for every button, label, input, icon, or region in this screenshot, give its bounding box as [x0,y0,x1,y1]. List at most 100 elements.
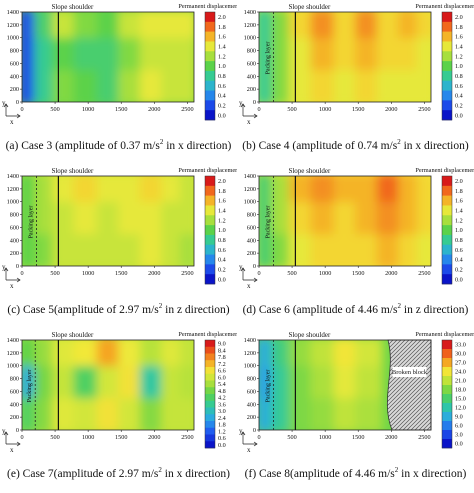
colorbar-swatch [205,387,215,395]
panel-b: Packing layer Slope shoulder 1400 1200 1000 8… [237,0,474,164]
colorbar-swatch [205,234,215,246]
colorbar-tick-label: 1.0 [455,227,463,234]
colorbar-tick-label: 1.4 [218,208,226,215]
caption-sup: 2 [158,466,162,474]
colorbar-swatch [442,244,452,255]
colorbar-tick-label: 4.8 [218,388,226,395]
colorbar-tick-label: 1.8 [455,24,463,31]
colorbar-swatch [205,100,215,111]
y-axis-arrow [3,267,9,280]
panel-d: Packing layer Slope shoulder 1400 1200 1000 8… [237,164,474,328]
colorbar-tick-label: 0.8 [218,73,226,80]
colorbar-swatch [205,414,215,422]
y-axis-arrow [240,103,246,116]
slope-shoulder-label: Slope shoulder [51,167,93,175]
colorbar-title: Permanent displacement/mm [178,3,237,10]
colorbar-tick-label: 1.6 [455,34,463,41]
colorbar-tick-label: 8.4 [218,347,226,354]
colorbar-tick-label: 7.8 [218,354,226,361]
y-axis-label: y [2,427,6,435]
x-tick-label: 1000 [319,434,331,441]
colorbar-tick-label: 1.0 [218,63,226,70]
colorbar-swatch [442,205,452,216]
contour-cell [416,70,431,102]
colorbar-tick-label: 21.0 [455,378,466,385]
y-axis-label: y [2,263,6,271]
contour-cell [355,398,383,430]
y-tick-label: 1200 [7,22,19,29]
x-axis-arrow [243,441,258,447]
colorbar-tick-label: 6.0 [455,423,463,430]
x-axis-label: x [247,118,251,126]
y-tick-label: 600 [247,60,256,67]
x-tick-label: 2500 [418,434,430,441]
colorbar-swatch [205,353,215,361]
colorbar-swatch [442,225,452,236]
y-tick-label: 0 [16,263,19,270]
colorbar-swatch [442,90,452,101]
contour-plot-e: Packing layer Slope shoulder 1400 1200 1000 8… [2,331,237,454]
x-tick-label: 1000 [82,434,94,441]
contour-plot-a: Slope shoulder14001200100080060040020000… [2,3,237,126]
colorbar-tick-label: 0.0 [218,276,226,283]
colorbar-swatch [442,80,452,91]
colorbar-tick-label: 9.0 [218,341,226,348]
colorbar-title: Permanent displacement/mm [178,167,237,174]
contour-cell [416,12,431,44]
colorbar-tick-label: 1.6 [455,198,463,205]
caption-pre: (d) Case 6 (amplitude of 4.46 m/s [242,303,398,316]
colorbar-tick-label: 0.8 [218,237,226,244]
colorbar-tick-label: 0.0 [218,442,226,449]
y-tick-label: 800 [10,212,19,219]
colorbar-swatch [205,70,215,82]
plot-frame [258,11,432,103]
contour-cell [355,365,383,405]
caption-post: in x direction) [400,139,469,152]
y-tick-label: 400 [247,401,256,408]
y-tick-label: 200 [10,414,19,421]
plot-frame [258,175,432,267]
contour-cell [179,70,194,102]
colorbar-swatch [205,400,215,408]
colorbar-tick-label: 0.8 [455,73,463,80]
colorbar-swatch [205,346,215,354]
x-tick-label: 1500 [115,270,127,277]
y-axis-label: y [239,263,243,271]
colorbar-tick-label: 5.4 [218,381,226,388]
colorbar-swatch [442,385,452,395]
plot-frame [258,339,432,431]
colorbar-title: Permanent displacement/mm [415,167,474,174]
y-tick-label: 1000 [244,199,256,206]
caption-post: in z direction) [401,303,469,316]
contour-cell [416,176,431,208]
slope-shoulder-label: Slope shoulder [288,167,330,175]
packing-layer-label: Packing layer [29,206,35,239]
panel-a: Slope shoulder 1400 1200 1000 800 600 400 200 0 0… [0,0,237,164]
panel-caption: (a) Case 3 (amplitude of 0.37 m/s2 in x … [0,138,237,152]
colorbar-frame [441,175,453,285]
x-tick-label: 0 [20,106,23,113]
colorbar-tick-label: 0.2 [455,102,463,109]
colorbar-swatch [442,254,452,265]
y-tick-label: 400 [247,237,256,244]
caption-pre: (c) Case 5(amplitude of 2.97 m/s [7,303,159,316]
colorbar-swatch [205,360,215,368]
x-tick-label: 1000 [319,106,331,113]
colorbar-swatch [442,31,452,42]
colorbar-swatch [205,394,215,402]
panel-caption: (d) Case 6 (amplitude of 4.46 m/s2 in z … [237,302,474,316]
colorbar-tick-label: 6.0 [218,374,226,381]
x-tick-label: 0 [257,270,260,277]
x-tick-label: 1500 [352,434,364,441]
colorbar-tick-label: 0.2 [218,266,226,273]
colorbar-tick-label: 0.8 [455,237,463,244]
y-axis-arrow [3,103,9,116]
caption-sup: 2 [397,302,402,310]
x-tick-label: 2000 [148,106,160,113]
colorbar-frame [441,11,453,121]
caption-sup: 2 [394,466,399,474]
packing-layer-label: Packing layer [27,370,33,403]
colorbar-tick-label: 0.4 [455,257,463,264]
x-axis-label: x [247,282,251,290]
